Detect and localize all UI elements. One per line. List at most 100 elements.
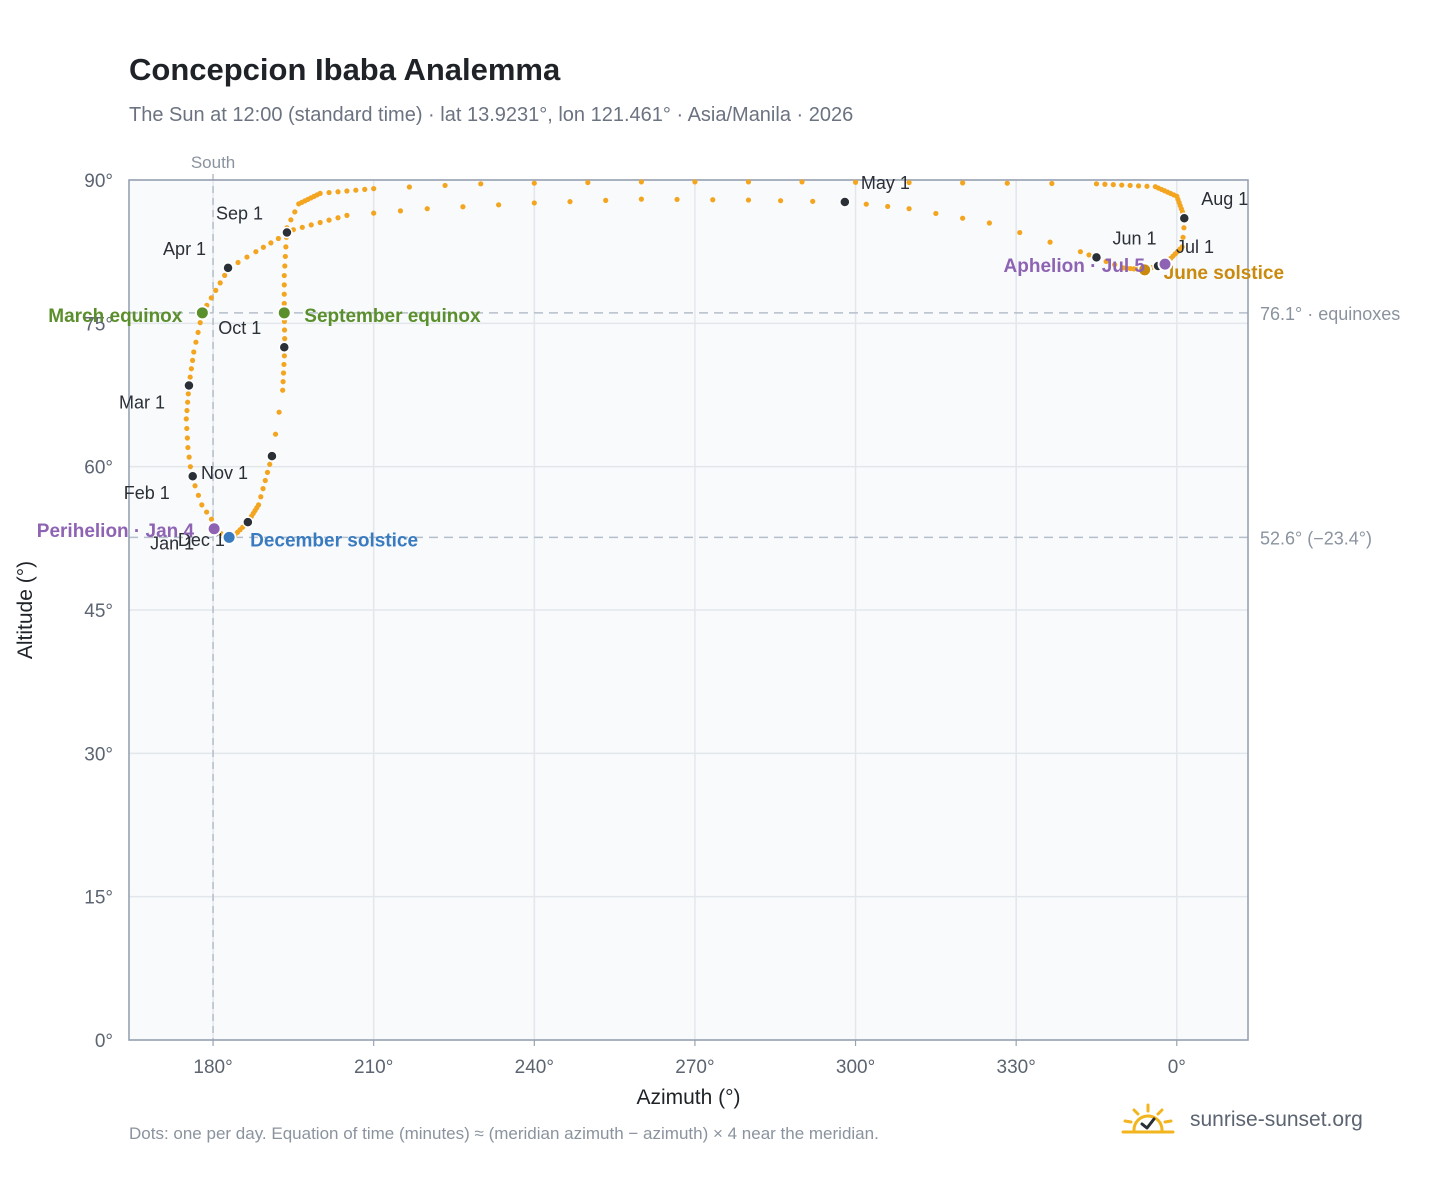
daily-dot [371, 210, 377, 216]
daily-dot [1102, 181, 1108, 187]
daily-dot [195, 492, 202, 498]
month-label: Aug 1 [1201, 189, 1248, 209]
daily-dot [710, 197, 716, 203]
daily-dot [186, 454, 192, 460]
daily-dot [282, 263, 288, 269]
brand[interactable]: sunrise-sunset.org [1120, 1102, 1363, 1138]
month-marker [1178, 212, 1191, 224]
event-label: December solstice [250, 530, 418, 551]
x-tick-label: 330° [997, 1057, 1036, 1078]
daily-dot [1049, 180, 1055, 187]
event-marker [194, 305, 210, 321]
daily-dot [187, 374, 193, 380]
daily-dot [185, 444, 191, 451]
footnote: Dots: one per day. Equation of time (min… [129, 1124, 879, 1143]
daily-dot [531, 200, 537, 206]
daily-dot [344, 212, 350, 218]
daily-dot [281, 361, 287, 368]
event-marker [206, 521, 222, 537]
month-marker [1090, 251, 1103, 264]
reference-line-label: 52.6° (−23.4°) [1260, 528, 1372, 548]
daily-dot [280, 379, 286, 385]
event-label: September equinox [304, 306, 481, 327]
daily-dot [222, 272, 228, 278]
daily-dot [208, 295, 214, 301]
daily-dot [1103, 258, 1109, 265]
daily-dot [268, 240, 274, 246]
daily-dot [799, 179, 805, 185]
month-marker [242, 516, 254, 528]
event-marker [1137, 262, 1153, 278]
daily-dot [371, 186, 377, 192]
daily-dot [208, 516, 215, 522]
y-tick-label: 45° [84, 601, 113, 622]
daily-dot [362, 186, 368, 192]
daily-dot [745, 179, 752, 185]
event-marker [276, 305, 292, 321]
month-label: Sep 1 [216, 204, 263, 224]
daily-dot [262, 477, 268, 484]
daily-dot [299, 224, 305, 230]
daily-dot [567, 199, 573, 205]
reference-line-label: 76.1° · equinoxes [1260, 304, 1400, 324]
daily-dot [288, 217, 294, 223]
daily-dot [478, 181, 484, 187]
daily-dot [281, 282, 287, 288]
daily-dot [296, 201, 302, 207]
daily-dot [183, 416, 189, 422]
x-tick-label: 270° [675, 1057, 714, 1078]
daily-dot [335, 215, 341, 221]
y-tick-label: 30° [84, 744, 113, 765]
daily-dot [244, 254, 250, 260]
daily-dot [424, 206, 430, 212]
daily-dot [674, 196, 680, 203]
daily-dot [638, 196, 644, 202]
daily-dot [292, 209, 298, 215]
daily-dot [1004, 180, 1010, 186]
brand-name: sunrise-sunset.org [1190, 1108, 1363, 1131]
daily-dot [264, 469, 271, 475]
daily-dot [1119, 182, 1125, 188]
daily-dot [335, 189, 341, 195]
daily-dot [283, 244, 289, 250]
event-marker [221, 529, 237, 545]
axes: 0° 15° 30° 45° 60° 75° 90° 180° 210° 240° 270° 300°… [14, 171, 1186, 1109]
daily-dot [184, 407, 190, 414]
daily-dot [1152, 184, 1158, 190]
month-label: Jun 1 [1112, 228, 1156, 248]
plot-frame [128, 179, 1249, 1041]
daily-dot [199, 502, 205, 508]
daily-dot [906, 206, 912, 212]
daily-dot [852, 179, 859, 185]
daily-dot [960, 215, 966, 221]
daily-dot [185, 399, 191, 405]
daily-dot [1112, 262, 1118, 268]
daily-dot [281, 327, 288, 333]
daily-dot [281, 291, 287, 297]
daily-dot [217, 280, 223, 286]
daily-dot [777, 198, 784, 204]
daily-dot [281, 300, 287, 307]
daily-dot [692, 179, 698, 185]
daily-dot [531, 180, 537, 186]
daily-dot [235, 259, 241, 266]
daily-dot [280, 370, 287, 376]
month-label: Jan 1 [150, 534, 194, 554]
x-tick-label: 0° [1168, 1057, 1186, 1078]
daily-dot [188, 366, 194, 372]
month-label: Feb 1 [124, 483, 170, 503]
x-tick-label: 210° [354, 1057, 393, 1078]
daily-dot [272, 431, 279, 437]
daily-dot [192, 483, 198, 489]
daily-dot [1127, 182, 1133, 189]
daily-dot [986, 220, 992, 226]
event-markers: March equinox September equinox December s… [37, 256, 1284, 551]
daily-dot [260, 486, 266, 492]
daily-dot [496, 202, 502, 208]
x-tick-label: 180° [193, 1057, 232, 1078]
daily-dot [282, 253, 288, 260]
x-tick-label: 300° [836, 1057, 875, 1078]
month-marker [266, 450, 278, 462]
daily-dot [184, 425, 190, 432]
